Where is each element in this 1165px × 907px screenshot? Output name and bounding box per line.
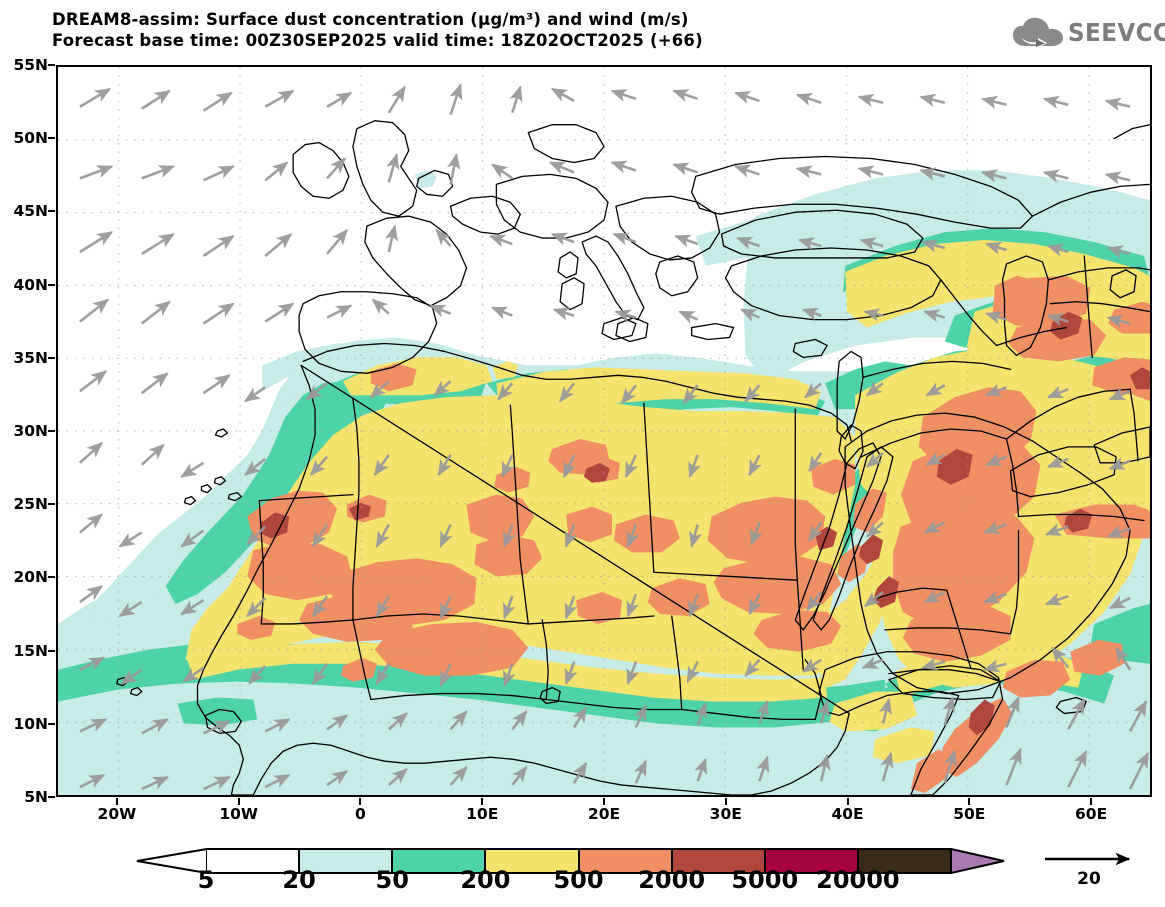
y-axis-label: 55N bbox=[13, 56, 48, 74]
y-axis-label: 35N bbox=[13, 348, 48, 367]
colorbar-label: 5 bbox=[197, 866, 215, 894]
x-axis-label: 60E bbox=[1075, 805, 1108, 823]
y-axis-label: 5N bbox=[24, 788, 48, 806]
colorbar-segment[interactable] bbox=[578, 848, 672, 874]
y-axis-tick bbox=[48, 722, 55, 725]
y-axis-tick bbox=[48, 576, 55, 579]
y-axis-tick bbox=[48, 64, 55, 66]
forecast-map[interactable] bbox=[56, 65, 1152, 797]
wind-vectors bbox=[79, 83, 1150, 791]
colorbar-segment[interactable] bbox=[764, 848, 858, 874]
x-axis-label: 40E bbox=[831, 805, 864, 823]
x-axis-tick bbox=[724, 798, 727, 805]
x-axis-tick bbox=[359, 798, 362, 805]
x-axis-label: 50E bbox=[953, 805, 986, 823]
y-axis-label: 40N bbox=[13, 275, 48, 294]
chart-title: DREAM8-assim: Surface dust concentration… bbox=[52, 10, 689, 29]
wind-key-label: 20 bbox=[1077, 869, 1101, 889]
colorbar-label: 20 bbox=[282, 866, 316, 894]
y-axis-label: 50N bbox=[13, 129, 48, 148]
y-axis-tick bbox=[48, 796, 55, 798]
y-axis-label: 15N bbox=[13, 641, 48, 660]
colorbar-label: 200 bbox=[460, 866, 511, 894]
y-axis-tick bbox=[48, 503, 55, 506]
x-axis-tick bbox=[1090, 798, 1093, 805]
colorbar-segment[interactable] bbox=[299, 848, 393, 874]
x-axis-label: 20W bbox=[97, 805, 137, 823]
colorbar-label: 50 bbox=[375, 866, 409, 894]
colorbar-label: 2000 bbox=[638, 866, 706, 894]
map-canvas bbox=[58, 67, 1150, 795]
chart-subtitle: Forecast base time: 00Z30SEP2025 valid t… bbox=[52, 31, 703, 50]
colorbar-segment[interactable] bbox=[485, 848, 579, 874]
x-axis-tick bbox=[115, 798, 118, 805]
y-axis-tick bbox=[48, 430, 55, 432]
wind-scale-key: 20 bbox=[1043, 850, 1148, 894]
y-axis-label: 25N bbox=[13, 495, 48, 514]
y-axis-label: 30N bbox=[13, 422, 48, 440]
y-axis-label: 45N bbox=[13, 202, 48, 221]
x-axis-label: 10E bbox=[466, 805, 499, 823]
y-axis-label: 20N bbox=[13, 568, 48, 587]
x-axis-label: 30E bbox=[709, 805, 742, 823]
colorbar-right-extend bbox=[951, 848, 1005, 874]
colorbar-segment[interactable] bbox=[206, 848, 300, 874]
y-axis-label: 10N bbox=[13, 714, 48, 733]
x-axis-tick bbox=[237, 798, 240, 805]
x-axis-label: 10W bbox=[219, 805, 258, 823]
logo-text: SEEVCCC bbox=[1068, 18, 1165, 47]
y-axis-tick bbox=[48, 356, 55, 359]
colorbar-segment[interactable] bbox=[671, 848, 765, 874]
y-axis-tick bbox=[48, 649, 55, 652]
colorbar-segment[interactable] bbox=[392, 848, 486, 874]
wind-key-arrow-icon bbox=[1045, 852, 1131, 866]
y-axis-tick bbox=[48, 283, 55, 286]
colorbar[interactable] bbox=[136, 848, 1005, 874]
x-axis-tick bbox=[968, 798, 971, 805]
x-axis-label: 20E bbox=[587, 805, 621, 823]
colorbar-label: 5000 bbox=[731, 866, 799, 894]
x-axis-tick bbox=[481, 798, 484, 805]
dust-concentration-field bbox=[58, 170, 1150, 795]
chart-header: DREAM8-assim: Surface dust concentration… bbox=[0, 0, 1165, 62]
y-axis-tick bbox=[48, 210, 55, 213]
colorbar-label: 500 bbox=[553, 866, 604, 894]
seevccc-logo: SEEVCCC bbox=[1012, 14, 1165, 54]
x-axis-tick bbox=[846, 798, 849, 805]
colorbar-segment[interactable] bbox=[857, 848, 951, 874]
x-axis-label: 0 bbox=[355, 805, 366, 823]
colorbar-label: 20000 bbox=[816, 866, 900, 894]
y-axis-tick bbox=[48, 137, 55, 140]
cloud-arrow-icon bbox=[1013, 17, 1063, 48]
x-axis-tick bbox=[603, 798, 605, 805]
